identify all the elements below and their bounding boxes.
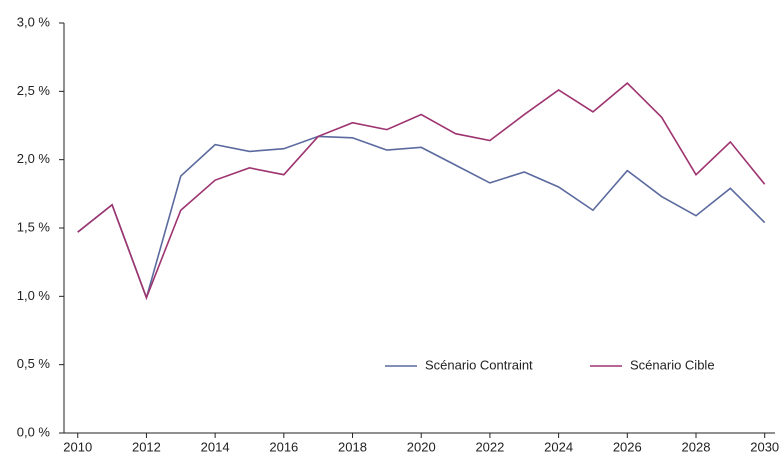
series-line xyxy=(77,135,766,301)
y-tick-label: 3,0 % xyxy=(17,14,51,29)
x-tick-label: 2018 xyxy=(338,439,367,454)
x-tick-label: 2024 xyxy=(544,439,573,454)
x-tick-label: 2010 xyxy=(63,439,92,454)
legend-label: Scénario Cible xyxy=(630,357,715,372)
y-tick-label: 0,5 % xyxy=(17,356,51,371)
y-tick-label: 2,5 % xyxy=(17,83,51,98)
y-tick-label: 1,5 % xyxy=(17,219,51,234)
y-tick-label: 0,0 % xyxy=(17,424,51,439)
y-tick-label: 1,0 % xyxy=(17,288,51,303)
x-tick-label: 2016 xyxy=(269,439,298,454)
x-tick-label: 2030 xyxy=(750,439,779,454)
legend-label: Scénario Contraint xyxy=(425,357,533,372)
x-tick-label: 2026 xyxy=(613,439,642,454)
x-tick-label: 2014 xyxy=(201,439,230,454)
x-tick-label: 2028 xyxy=(682,439,711,454)
series-line xyxy=(77,82,766,300)
x-tick-label: 2020 xyxy=(407,439,436,454)
x-tick-label: 2022 xyxy=(475,439,504,454)
y-tick-label: 2,0 % xyxy=(17,151,51,166)
x-tick-label: 2012 xyxy=(132,439,161,454)
